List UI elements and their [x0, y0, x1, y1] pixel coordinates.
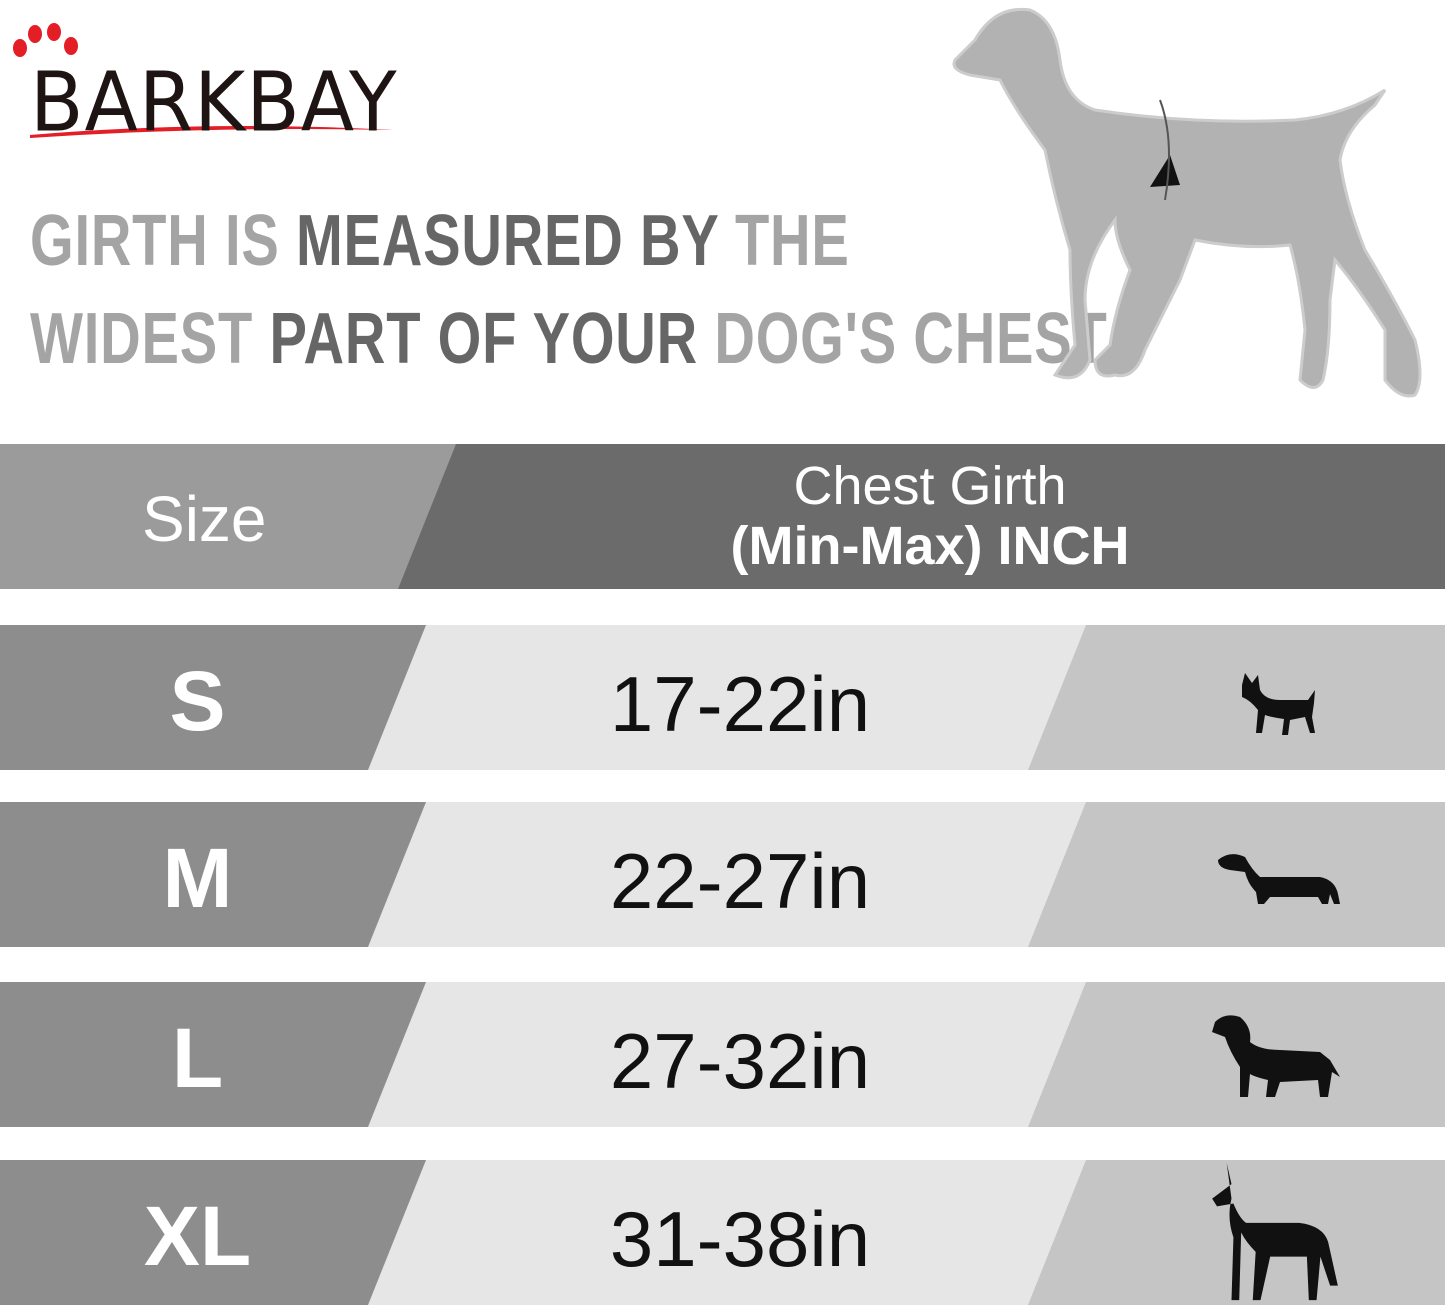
labrador-icon	[1212, 1015, 1340, 1097]
headline-dark-text: MEASURED BY	[295, 201, 735, 281]
table-header: Size Chest Girth (Min-Max) INCH	[0, 444, 1445, 589]
girth-header-line-1: Chest Girth	[793, 456, 1067, 516]
chest-marker-icon	[1150, 155, 1180, 187]
barkbay-logo: BARKBAY	[8, 20, 408, 150]
measured-dog-illustration	[952, 7, 1422, 398]
size-header-label: Size	[142, 483, 267, 555]
headline-line-1: GIRTH IS MEASURED BY THE	[30, 200, 850, 282]
girth-value: 22-27in	[609, 837, 871, 925]
dachshund-icon	[1218, 854, 1340, 904]
paw-icon	[13, 23, 393, 138]
headline-light-text: WIDEST	[30, 299, 270, 379]
great-dane-icon	[1212, 1162, 1338, 1301]
girth-value: 27-32in	[609, 1017, 871, 1105]
chest-girth-column-header: Chest Girth (Min-Max) INCH	[700, 456, 1160, 576]
headline-light-text: GIRTH IS	[30, 201, 296, 281]
girth-value: 17-22in	[609, 660, 871, 748]
row-left-band	[0, 625, 426, 770]
size-label: S	[169, 654, 226, 748]
headline-line-2: WIDEST PART OF YOUR DOG'S CHEST.	[30, 298, 1118, 380]
size-label: M	[162, 831, 233, 925]
table-row: M 22-27in	[0, 802, 1445, 947]
headline-light-text: THE	[734, 201, 850, 281]
row-left-band	[0, 982, 426, 1127]
table-row: XL 31-38in	[0, 1160, 1445, 1305]
size-label: L	[171, 1011, 224, 1105]
chihuahua-icon	[1242, 673, 1315, 735]
row-left-band	[0, 1160, 426, 1305]
logo-text: BARKBAY	[30, 55, 398, 151]
table-row: S 17-22in	[0, 625, 1445, 770]
row-left-band	[0, 802, 426, 947]
headline-light-text: DOG'S CHEST	[714, 299, 1102, 379]
girth-line	[1159, 99, 1170, 201]
size-column-header: Size	[0, 444, 456, 589]
size-label: XL	[143, 1189, 252, 1283]
table-row: L 27-32in	[0, 982, 1445, 1127]
girth-value: 31-38in	[609, 1195, 871, 1283]
girth-header-line-2: (Min-Max) INCH	[730, 516, 1130, 576]
headline-dark-text: PART OF YOUR	[269, 299, 715, 379]
